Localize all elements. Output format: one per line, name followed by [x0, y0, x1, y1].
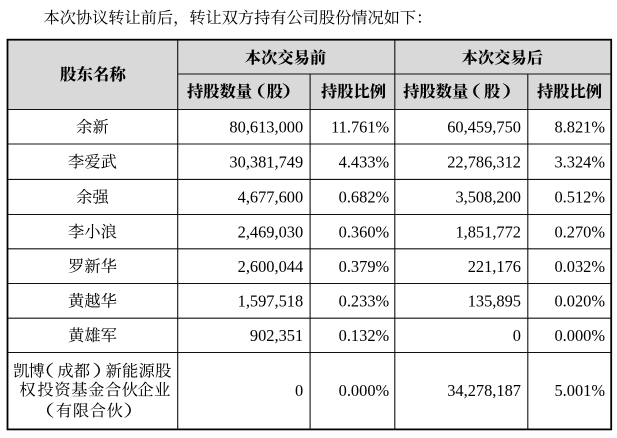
svg-text:0.000%: 0.000% [339, 381, 390, 400]
svg-text:0.020%: 0.020% [554, 292, 605, 311]
svg-text:0.682%: 0.682% [339, 188, 390, 207]
svg-text:0.032%: 0.032% [554, 257, 605, 276]
svg-text:30,381,749: 30,381,749 [229, 152, 303, 171]
svg-text:1,851,772: 1,851,772 [455, 222, 521, 241]
svg-text:221,176: 221,176 [468, 257, 521, 276]
svg-text:8.821%: 8.821% [554, 117, 605, 136]
svg-text:0.270%: 0.270% [554, 222, 605, 241]
svg-text:1,597,518: 1,597,518 [238, 292, 304, 311]
svg-text:2,469,030: 2,469,030 [238, 222, 304, 241]
svg-text:0: 0 [295, 381, 303, 400]
svg-text:60,459,750: 60,459,750 [447, 117, 521, 136]
svg-text:34,278,187: 34,278,187 [447, 381, 521, 400]
svg-text:0.360%: 0.360% [339, 222, 390, 241]
svg-text:11.761%: 11.761% [331, 117, 389, 136]
svg-text:4.433%: 4.433% [339, 152, 390, 171]
svg-text:80,613,000: 80,613,000 [229, 117, 303, 136]
svg-text:3,508,200: 3,508,200 [455, 188, 521, 207]
svg-text:902,351: 902,351 [250, 326, 303, 345]
svg-text:135,895: 135,895 [468, 292, 521, 311]
svg-text:4,677,600: 4,677,600 [238, 188, 304, 207]
svg-text:0.233%: 0.233% [339, 292, 390, 311]
svg-text:3.324%: 3.324% [554, 152, 605, 171]
svg-text:0: 0 [513, 326, 521, 345]
svg-text:0.512%: 0.512% [554, 188, 605, 207]
svg-text:5.001%: 5.001% [554, 381, 605, 400]
svg-text:2,600,044: 2,600,044 [238, 257, 304, 276]
svg-text:22,786,312: 22,786,312 [447, 152, 521, 171]
svg-text:0.000%: 0.000% [554, 326, 605, 345]
svg-text:0.132%: 0.132% [339, 326, 390, 345]
svg-text:0.379%: 0.379% [339, 257, 390, 276]
